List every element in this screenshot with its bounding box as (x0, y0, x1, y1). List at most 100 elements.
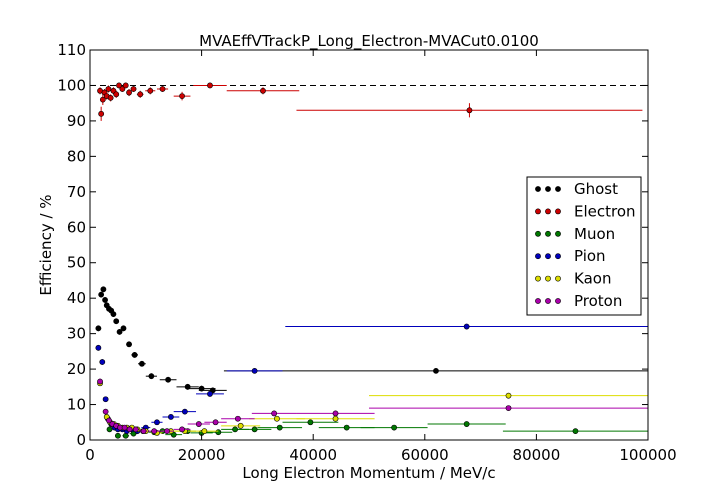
data-point-muon (232, 426, 238, 433)
data-point-muon (106, 426, 113, 433)
data-point-pion (168, 414, 174, 420)
legend-marker-kaon (535, 275, 541, 282)
data-point-electron (126, 89, 132, 96)
data-point-ghost (98, 291, 105, 298)
data-point-proton (212, 419, 219, 426)
data-point-kaon (274, 415, 280, 422)
y-tick-label: 90 (67, 112, 86, 130)
data-point-proton (164, 428, 170, 435)
data-point-ghost (110, 311, 117, 318)
data-point-kaon (237, 422, 244, 429)
data-point-muon (391, 424, 398, 431)
data-point-muon (343, 424, 350, 431)
data-point-electron (179, 93, 185, 99)
data-point-proton (126, 426, 133, 433)
data-point-electron (116, 82, 122, 89)
y-tick-label: 70 (67, 183, 86, 201)
data-point-muon (572, 428, 579, 435)
y-tick-label: 100 (57, 76, 86, 94)
data-point-proton (140, 428, 147, 435)
x-tick-label: 100000 (619, 446, 676, 464)
data-point-kaon (201, 428, 208, 435)
data-point-ghost (165, 376, 172, 383)
data-point-pion (251, 367, 258, 374)
x-tick-label: 20000 (178, 446, 226, 464)
legend-marker-ghost (545, 186, 551, 192)
legend-marker-muon (545, 230, 551, 237)
data-point-proton (271, 410, 278, 417)
data-point-proton (151, 428, 158, 435)
data-point-pion (463, 323, 470, 330)
legend-label-muon: Muon (574, 225, 615, 243)
legend-label-kaon: Kaon (574, 270, 611, 288)
data-point-ghost (148, 373, 155, 380)
data-point-pion (154, 419, 160, 426)
data-point-pion (207, 391, 213, 397)
x-axis-label: Long Electron Momentum / MeV/c (242, 464, 495, 482)
data-point-proton (179, 426, 185, 433)
legend-marker-pion (555, 253, 561, 260)
data-point-kaon (505, 392, 512, 399)
chart-title: MVAEffVTrackP_Long_Electron-MVACut0.0100 (199, 32, 539, 51)
data-point-proton (106, 417, 112, 424)
x-tick-label: 80000 (513, 446, 561, 464)
data-point-electron (119, 86, 126, 92)
data-point-proton (234, 415, 241, 422)
legend-label-ghost: Ghost (574, 180, 618, 198)
legend-label-electron: Electron (574, 202, 636, 220)
legend-marker-electron (535, 208, 541, 215)
data-point-electron (130, 86, 137, 92)
data-point-electron (99, 96, 106, 103)
data-point-kaon (332, 415, 339, 422)
data-point-muon (276, 424, 283, 431)
legend-marker-muon (555, 230, 561, 237)
y-tick-label: 20 (67, 360, 86, 378)
series-electron (97, 82, 643, 121)
plot-frame (89, 49, 649, 441)
legend-marker-pion (545, 253, 551, 260)
data-point-proton (97, 378, 103, 385)
data-point-electron (260, 87, 266, 94)
y-tick-label: 60 (67, 218, 86, 236)
data-point-pion (99, 359, 106, 365)
x-tick-label: 60000 (401, 446, 449, 464)
data-point-ghost (113, 318, 120, 325)
legend-marker-kaon (555, 275, 561, 282)
y-tick-label: 50 (67, 254, 86, 272)
legend-marker-electron (545, 208, 551, 215)
data-point-ghost (138, 360, 145, 367)
data-point-electron (105, 86, 112, 92)
ticks-layer: 0 20000 40000 60000 80000 100000 0 10 20 30 40 50 60… (57, 41, 676, 464)
legend-marker-ghost (535, 186, 541, 192)
x-tick-label: 40000 (289, 446, 337, 464)
data-point-ghost (433, 367, 439, 374)
data-point-electron (147, 87, 154, 94)
y-tick-label: 110 (57, 41, 86, 59)
series-ghost (95, 286, 648, 394)
data-point-proton (505, 405, 512, 411)
data-point-proton (132, 426, 139, 433)
data-point-electron (113, 91, 120, 98)
x-tick-label: 0 (85, 446, 95, 464)
legend-marker-proton (535, 298, 541, 304)
data-point-muon (115, 432, 121, 439)
data-point-electron (137, 91, 144, 98)
data-point-electron (207, 82, 213, 89)
data-point-proton (121, 424, 128, 431)
legend-marker-ghost (555, 186, 561, 192)
legend-marker-kaon (545, 275, 551, 282)
data-point-pion (102, 396, 109, 403)
data-point-ghost (102, 297, 108, 303)
data-point-ghost (126, 341, 132, 348)
y-tick-label: 0 (76, 431, 86, 449)
data-point-proton (102, 408, 109, 415)
data-point-pion (95, 344, 102, 351)
series-proton (97, 378, 648, 435)
y-axis-label: Efficiency / % (37, 194, 55, 295)
data-point-electron (466, 107, 473, 114)
data-point-proton (195, 421, 202, 427)
legend-marker-pion (535, 253, 541, 260)
data-point-muon (463, 421, 470, 427)
data-point-electron (159, 86, 166, 92)
